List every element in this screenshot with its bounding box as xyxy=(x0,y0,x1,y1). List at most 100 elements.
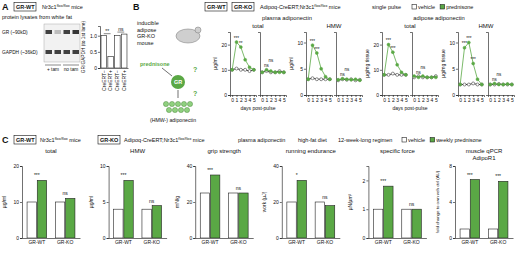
significance: ns xyxy=(340,72,346,77)
tick: 0 xyxy=(413,95,416,103)
tick-label: 5 xyxy=(481,97,484,103)
axis xyxy=(410,33,413,96)
tick: 5 xyxy=(253,95,256,103)
tick-label: GR-WT xyxy=(202,239,219,245)
series-line xyxy=(460,43,482,85)
line-chart: 0510012345******012345nsnsHMWµg/ml xyxy=(288,23,363,103)
chart-title: total xyxy=(252,23,263,29)
tick: 2 xyxy=(422,95,425,103)
tick-label: 0 xyxy=(459,97,462,103)
point xyxy=(480,83,483,86)
tick: 3 xyxy=(350,95,353,103)
point xyxy=(417,76,420,79)
point xyxy=(252,68,255,71)
tick-label: 20 xyxy=(187,199,193,205)
tick: 0 xyxy=(449,235,455,241)
tick: 1 xyxy=(363,206,369,212)
legend-entry: vehicle xyxy=(408,137,425,143)
tick: 0 xyxy=(337,95,340,103)
tick-mark xyxy=(456,95,458,96)
tick-label: 10 xyxy=(297,40,303,46)
panel-b: BGR-WTGR-KOAdipoq-CreERT;Nr3c1flox/flox … xyxy=(133,2,473,123)
tick-label: 2 xyxy=(346,97,349,103)
tick: 10 xyxy=(13,199,22,205)
tick: 3 xyxy=(502,95,505,103)
point xyxy=(358,79,361,82)
tick-mark xyxy=(304,43,306,44)
axis-title: work (µJ) xyxy=(261,191,267,212)
tick-mark xyxy=(304,95,306,96)
tick-label: 1 xyxy=(494,97,497,103)
tick: 4 xyxy=(507,95,510,103)
tick-label: 0 xyxy=(413,97,416,103)
tick: GR-WT xyxy=(28,239,45,245)
legend-entry: prednisone xyxy=(446,4,473,10)
point xyxy=(307,78,310,81)
text-part: Nr3c1 xyxy=(42,4,57,10)
group-title: high-fat diet xyxy=(298,137,327,143)
significance: ** xyxy=(105,28,109,34)
tick-mark xyxy=(366,180,368,181)
tick-label: 2 xyxy=(240,97,243,103)
tick-label: 5 xyxy=(300,66,303,72)
tick: 0 xyxy=(94,65,100,71)
tick: 0 xyxy=(224,92,230,98)
bar-chart: 0510GR-WTGR-KO***nsHMWµg/ml xyxy=(88,148,168,245)
axis xyxy=(486,33,489,96)
point xyxy=(510,83,513,86)
axis: 0510 xyxy=(100,163,109,241)
tick-label: 3 xyxy=(274,97,277,103)
tick-mark xyxy=(280,166,282,167)
plot-area xyxy=(114,180,162,238)
bar xyxy=(325,206,334,238)
tick-label: GR-KO xyxy=(57,239,74,245)
point xyxy=(354,78,357,81)
point xyxy=(337,79,340,82)
plot-area xyxy=(231,41,256,73)
tick-mark xyxy=(107,166,109,167)
tick-label: 10 xyxy=(100,163,106,169)
tick-label: 0 xyxy=(376,92,379,98)
point xyxy=(341,78,344,81)
bar-chart: 00.51.0CreERT−CreERT+CreERT−CreERT+**nsG… xyxy=(81,20,129,90)
significance: * xyxy=(296,172,298,178)
plot-area xyxy=(101,34,127,68)
point xyxy=(345,78,348,81)
bar xyxy=(287,202,296,238)
legend-marker xyxy=(412,5,417,10)
tick: 4 xyxy=(477,95,480,103)
significance: *** xyxy=(466,36,472,41)
tick-label: GR-KO xyxy=(403,239,420,245)
tick: 5 xyxy=(481,95,484,103)
significance: *** xyxy=(462,41,468,46)
axis: GR-WT GR-KO xyxy=(23,239,81,245)
bar-chart: 02040GR-WTGR-KO***nsgrip strengthmN/g xyxy=(174,148,254,245)
plot-area xyxy=(460,180,508,239)
panel-label: A xyxy=(2,2,9,12)
panel-title: protein lysates from white fat xyxy=(2,14,72,20)
bar xyxy=(101,36,106,68)
tick: 4 xyxy=(279,95,282,103)
bar-chart: 012GR-WTGR-KO***nsspecific forceµN/µm² xyxy=(347,148,427,245)
point xyxy=(239,68,242,71)
point xyxy=(278,71,281,74)
tick-mark xyxy=(193,238,195,239)
group-title: adipose adiponectin xyxy=(413,15,465,21)
point xyxy=(274,71,277,74)
tick: 20 xyxy=(221,42,230,48)
tick-label: 2 xyxy=(498,97,501,103)
tick: 5 xyxy=(329,95,332,103)
axis: 01020 xyxy=(373,33,382,99)
significance: *** xyxy=(467,172,473,178)
tick-label: 1 xyxy=(388,97,391,103)
adiponectin-icon xyxy=(181,101,186,106)
significance: ns xyxy=(118,26,124,32)
tick: 10 xyxy=(449,40,458,46)
bar xyxy=(122,34,127,68)
tick: 3 xyxy=(320,95,323,103)
point xyxy=(261,71,264,74)
tick-mark xyxy=(456,43,458,44)
tick-label: 3 xyxy=(426,97,429,103)
axis: 048 xyxy=(449,163,455,241)
axis: CreERT−CreERT+CreERT−CreERT+ xyxy=(101,69,129,91)
